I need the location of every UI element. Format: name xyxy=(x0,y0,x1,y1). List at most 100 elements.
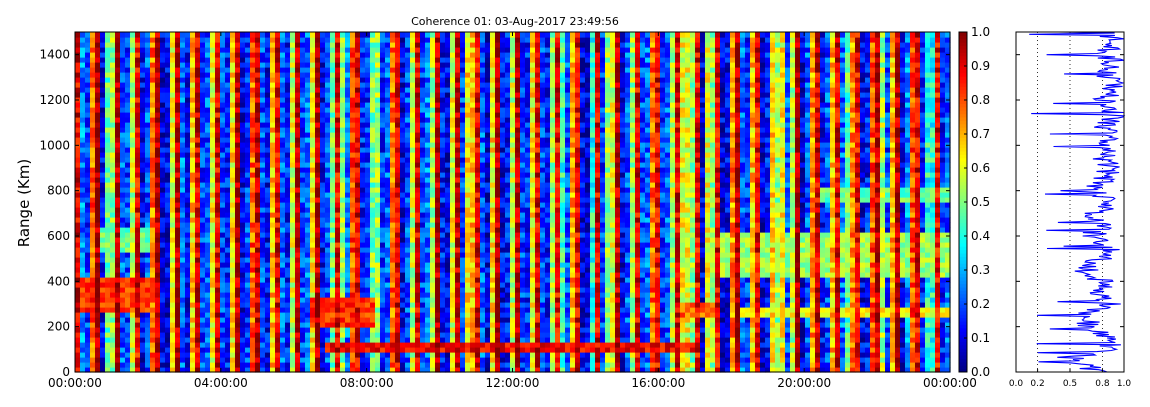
heatmap-cell xyxy=(80,162,86,168)
heatmap-cell xyxy=(430,87,436,93)
heatmap-cell xyxy=(215,357,221,363)
heatmap-cell xyxy=(280,87,286,93)
heatmap-cell xyxy=(330,212,336,218)
heatmap-cell xyxy=(175,242,181,248)
heatmap-cell xyxy=(210,332,216,338)
heatmap-cell xyxy=(160,247,166,253)
heatmap-cell xyxy=(285,97,291,103)
heatmap-cell xyxy=(350,217,356,223)
heatmap-cell xyxy=(415,67,421,73)
heatmap-cell xyxy=(410,57,416,63)
heatmap-cell xyxy=(400,257,406,263)
heatmap-cell xyxy=(345,97,351,103)
heatmap-cell xyxy=(410,197,416,203)
heatmap-cell xyxy=(115,327,121,333)
heatmap-cell xyxy=(390,32,396,38)
heatmap-cell xyxy=(400,82,406,88)
heatmap-cell xyxy=(160,322,166,328)
heatmap-cell xyxy=(425,262,431,268)
heatmap-cell xyxy=(110,107,116,113)
heatmap-cell xyxy=(125,187,131,193)
heatmap-cell xyxy=(130,57,136,63)
heatmap-cell xyxy=(290,62,296,68)
heatmap-cell xyxy=(175,247,181,253)
heatmap-cell xyxy=(385,162,391,168)
heatmap-cell xyxy=(215,67,221,73)
heatmap-cell xyxy=(405,222,411,228)
heatmap-cell xyxy=(385,227,391,233)
heatmap-cell xyxy=(130,172,136,178)
heatmap-cell xyxy=(200,177,206,183)
heatmap-cell xyxy=(380,167,386,173)
heatmap-cell xyxy=(170,67,176,73)
heatmap-cell xyxy=(185,262,191,268)
heatmap-cell xyxy=(395,262,401,268)
heatmap-cell xyxy=(385,122,391,128)
heatmap-cell xyxy=(335,62,341,68)
heatmap-cell xyxy=(155,62,161,68)
heatmap-cell xyxy=(370,127,376,133)
heatmap-cell xyxy=(190,342,196,348)
heatmap-cell xyxy=(120,357,126,363)
heatmap-cell xyxy=(200,327,206,333)
heatmap-cell xyxy=(110,87,116,93)
heatmap-cell xyxy=(165,282,171,288)
heatmap-cell xyxy=(365,352,371,358)
heatmap-cell xyxy=(375,282,381,288)
heatmap-cell xyxy=(220,72,226,78)
heatmap-cell xyxy=(190,42,196,48)
heatmap-cell xyxy=(355,267,361,273)
heatmap-cell xyxy=(155,317,161,323)
heatmap-cell xyxy=(235,82,241,88)
heatmap-cell xyxy=(360,247,366,253)
heatmap-cell xyxy=(370,217,376,223)
heatmap-cell xyxy=(130,222,136,228)
heatmap-cell xyxy=(410,232,416,238)
heatmap-cell xyxy=(430,172,436,178)
heatmap-cell xyxy=(365,72,371,78)
heatmap-cell xyxy=(90,37,96,43)
heatmap-cell xyxy=(175,172,181,178)
heatmap-cell xyxy=(195,47,201,53)
heatmap-cell xyxy=(385,287,391,293)
heatmap-cell xyxy=(240,302,246,308)
heatmap-cell xyxy=(185,292,191,298)
heatmap-cell xyxy=(250,282,256,288)
heatmap-cell xyxy=(75,117,81,123)
heatmap-cell xyxy=(270,292,276,298)
heatmap-cell xyxy=(270,32,276,38)
heatmap-cell xyxy=(250,122,256,128)
heatmap-cell xyxy=(350,362,356,368)
heatmap-cell xyxy=(330,232,336,238)
heatmap-cell xyxy=(80,52,86,58)
heatmap-cell xyxy=(290,87,296,93)
heatmap-cell xyxy=(300,82,306,88)
heatmap-cell xyxy=(185,67,191,73)
heatmap-cell xyxy=(130,297,136,303)
heatmap-cell xyxy=(385,217,391,223)
heatmap-cell xyxy=(290,67,296,73)
heatmap-cell xyxy=(170,312,176,318)
heatmap-cell xyxy=(190,252,196,258)
heatmap-cell xyxy=(285,47,291,53)
heatmap-cell xyxy=(395,127,401,133)
heatmap-cell xyxy=(270,262,276,268)
heatmap-cell xyxy=(95,137,101,143)
heatmap-cell xyxy=(245,242,251,248)
heatmap-cell xyxy=(85,167,91,173)
heatmap-cell xyxy=(280,142,286,148)
heatmap-cell xyxy=(105,117,111,123)
heatmap-cell xyxy=(230,97,236,103)
heatmap-cell xyxy=(315,97,321,103)
heatmap-cell xyxy=(165,102,171,108)
heatmap-cell xyxy=(220,277,226,283)
heatmap-cell xyxy=(185,32,191,38)
heatmap-cell xyxy=(95,342,101,348)
heatmap-cell xyxy=(275,202,281,208)
heatmap-cell xyxy=(350,142,356,148)
heatmap-cell xyxy=(190,62,196,68)
heatmap-cell xyxy=(130,87,136,93)
heatmap-cell xyxy=(195,92,201,98)
heatmap-cell xyxy=(85,272,91,278)
heatmap-cell xyxy=(185,112,191,118)
